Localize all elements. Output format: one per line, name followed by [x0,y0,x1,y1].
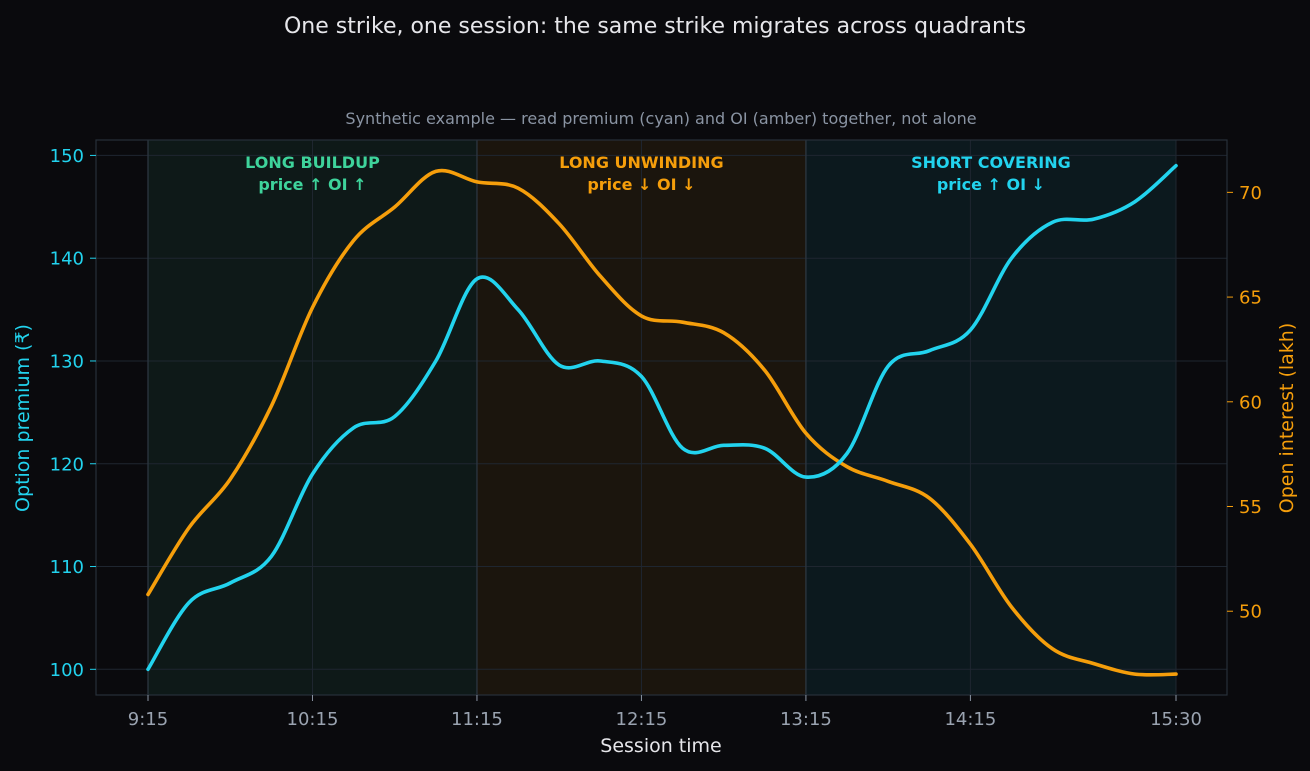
series-line-premium [146,163,1178,672]
y-left-tick-label-5: 150 [50,146,84,167]
left-axis-ticks: 100 110 120 130 140 150 [50,146,96,681]
y-left-tick-label-4: 140 [50,249,84,270]
chart-subtitle: Synthetic example — read premium (cyan) … [345,109,976,128]
y-left-tick-label-1: 110 [50,557,84,578]
zone-label-1: LONG UNWINDING [559,153,723,172]
x-axis-ticks: 9:15 10:15 11:15 12:15 13:15 14:15 15:30 [128,695,1202,730]
y-left-tick-label-0: 100 [50,660,84,681]
chart-title: One strike, one session: the same strike… [284,14,1026,39]
y-right-tick-label-4: 70 [1239,183,1262,204]
left-axis-label: Option premium (₹) [12,324,34,512]
plot-frame [95,139,1228,696]
zone-band-2 [805,140,1176,695]
x-tick-label-5: 14:15 [944,709,996,730]
zone-sublabel-2: price ↑ OI ↓ [937,175,1045,194]
right-axis-ticks: 50 55 60 65 70 [1227,183,1262,623]
y-right-tick-label-0: 50 [1239,602,1262,623]
y-left-tick-label-3: 130 [50,351,84,372]
gridlines [96,140,1227,695]
x-axis-label: Session time [600,735,721,757]
x-tick-label-1: 10:15 [287,709,339,730]
y-right-tick-label-3: 65 [1239,288,1262,309]
x-tick-label-0: 9:15 [128,709,168,730]
x-tick-label-2: 11:15 [451,709,503,730]
series-lines [146,163,1178,677]
right-axis-label: Open interest (lakh) [1276,323,1298,514]
y-right-tick-label-1: 55 [1239,497,1262,518]
zone-label-2: SHORT COVERING [911,153,1071,172]
series-line-open-interest [146,168,1178,677]
x-tick-label-4: 13:15 [780,709,832,730]
zone-sublabel-0: price ↑ OI ↑ [258,175,366,194]
quadrant-labels: LONG BUILDUP price ↑ OI ↑ LONG UNWINDING pr… [245,153,1071,194]
zone-label-0: LONG BUILDUP [245,153,380,172]
zone-sublabel-1: price ↓ OI ↓ [587,175,695,194]
x-tick-label-6: 15:30 [1150,709,1202,730]
y-left-tick-label-2: 120 [50,454,84,475]
x-tick-label-3: 12:15 [616,709,668,730]
y-right-tick-label-2: 60 [1239,392,1262,413]
